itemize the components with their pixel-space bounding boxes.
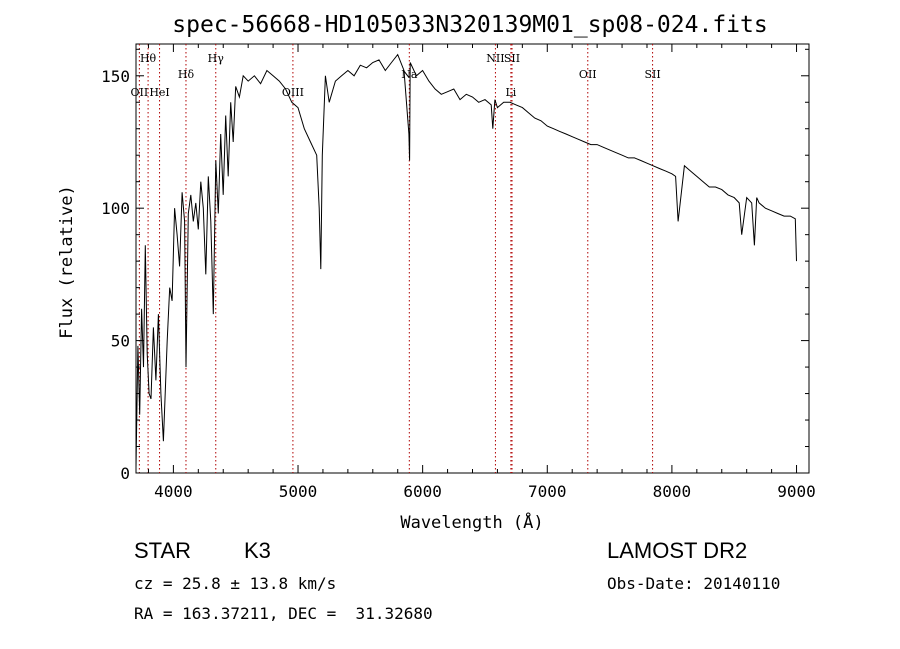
object-subclass: K3: [244, 538, 271, 563]
x-tick-label: 5000: [279, 482, 318, 501]
plot-frame: [135, 43, 810, 474]
x-tick-label: 8000: [653, 482, 692, 501]
line-label: OII: [131, 86, 149, 99]
line-label: HeI: [149, 86, 169, 99]
y-tick-label: 0: [120, 464, 130, 483]
line-label: NII: [486, 52, 504, 65]
spectrum-series: [135, 53, 797, 468]
line-label: Li: [505, 86, 516, 99]
redshift-cz: cz = 25.8 ± 13.8 km/s: [134, 574, 337, 593]
x-tick-label: 7000: [528, 482, 567, 501]
obs-date: Obs-Date: 20140110: [607, 574, 781, 593]
spectrum-line: [135, 53, 797, 468]
chart-title: spec-56668-HD105033N320139M01_sp08-024.f…: [172, 12, 767, 38]
line-label: OIII: [282, 86, 304, 99]
ra-dec: RA = 163.37211, DEC = 31.32680: [134, 604, 433, 623]
x-tick-label: 6000: [403, 482, 442, 501]
x-tick-label: 4000: [154, 482, 193, 501]
line-label: Hδ: [178, 68, 195, 81]
y-tick-label: 150: [101, 67, 130, 86]
y-tick-label: 50: [111, 332, 130, 351]
line-label: Na: [401, 68, 418, 81]
line-label: Hθ: [140, 52, 157, 65]
line-label: SII: [644, 68, 660, 81]
y-axis-label: Flux (relative): [57, 185, 77, 339]
axis-ticks: 4000 5000 6000 7000 8000 9000 0 50 100 150: [101, 44, 816, 501]
x-tick-label: 9000: [777, 482, 816, 501]
survey-name: LAMOST DR2: [607, 538, 748, 563]
x-axis-label: Wavelength (Å): [400, 511, 543, 533]
line-label: Hγ: [208, 52, 225, 65]
y-tick-label: 100: [101, 199, 130, 218]
line-label: OII: [579, 68, 597, 81]
object-class: STAR: [134, 538, 192, 563]
line-label: SII: [504, 52, 520, 65]
